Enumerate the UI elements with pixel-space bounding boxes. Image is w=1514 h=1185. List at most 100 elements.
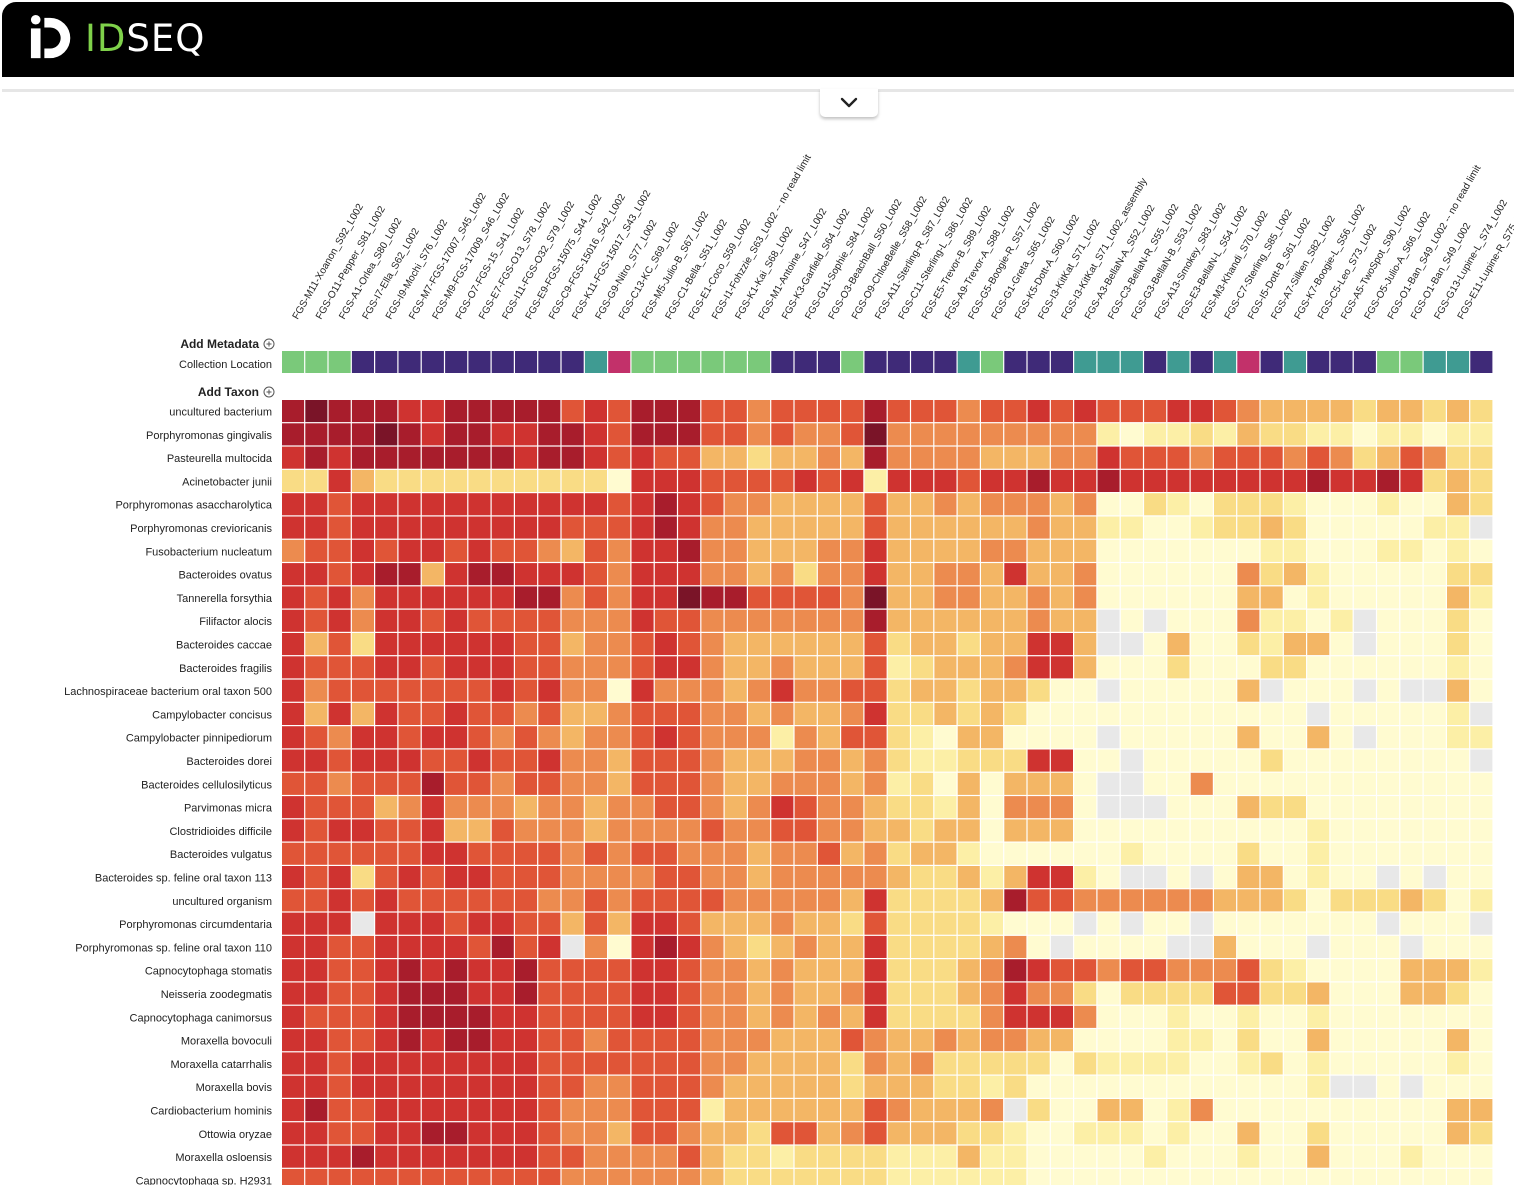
heatmap-cell[interactable]	[1167, 935, 1190, 958]
heatmap-cell[interactable]	[608, 586, 631, 609]
heatmap-cell[interactable]	[864, 982, 887, 1005]
heatmap-cell[interactable]	[841, 423, 864, 446]
heatmap-cell[interactable]	[864, 889, 887, 912]
heatmap-cell[interactable]	[538, 633, 561, 656]
heatmap-cell[interactable]	[1283, 959, 1306, 982]
heatmap-cell[interactable]	[1377, 609, 1400, 632]
heatmap-cell[interactable]	[561, 400, 584, 423]
heatmap-cell[interactable]	[398, 1005, 421, 1028]
heatmap-cell[interactable]	[887, 493, 910, 516]
heatmap-cell[interactable]	[1447, 959, 1470, 982]
metadata-cell[interactable]	[1167, 351, 1190, 373]
heatmap-cell[interactable]	[957, 563, 980, 586]
heatmap-cell[interactable]	[1400, 679, 1423, 702]
heatmap-cell[interactable]	[398, 493, 421, 516]
heatmap-cell[interactable]	[701, 609, 724, 632]
heatmap-cell[interactable]	[1097, 959, 1120, 982]
heatmap-cell[interactable]	[1470, 446, 1493, 469]
heatmap-cell[interactable]	[654, 493, 677, 516]
heatmap-cell[interactable]	[1004, 1145, 1027, 1168]
heatmap-cell[interactable]	[1214, 586, 1237, 609]
heatmap-cell[interactable]	[1214, 679, 1237, 702]
heatmap-cell[interactable]	[515, 679, 538, 702]
heatmap-cell[interactable]	[1027, 609, 1050, 632]
heatmap-cell[interactable]	[1004, 749, 1027, 772]
heatmap-cell[interactable]	[957, 889, 980, 912]
heatmap-cell[interactable]	[1330, 679, 1353, 702]
heatmap-cell[interactable]	[981, 982, 1004, 1005]
heatmap-cell[interactable]	[887, 702, 910, 725]
heatmap-cell[interactable]	[887, 516, 910, 539]
heatmap-cell[interactable]	[1260, 539, 1283, 562]
taxon-label[interactable]: Cardiobacterium hominis	[150, 1106, 272, 1118]
heatmap-cell[interactable]	[771, 1145, 794, 1168]
heatmap-cell[interactable]	[1353, 982, 1376, 1005]
heatmap-cell[interactable]	[1400, 539, 1423, 562]
heatmap-cell[interactable]	[1144, 1168, 1167, 1185]
heatmap-cell[interactable]	[864, 539, 887, 562]
heatmap-cell[interactable]	[1027, 1052, 1050, 1075]
heatmap-cell[interactable]	[1330, 772, 1353, 795]
heatmap-cell[interactable]	[515, 539, 538, 562]
heatmap-cell[interactable]	[351, 1075, 374, 1098]
heatmap-cell[interactable]	[1097, 726, 1120, 749]
heatmap-cell[interactable]	[491, 982, 514, 1005]
heatmap-cell[interactable]	[1027, 656, 1050, 679]
heatmap-cell[interactable]	[1004, 1005, 1027, 1028]
heatmap-cell[interactable]	[421, 912, 444, 935]
heatmap-cell[interactable]	[1447, 469, 1470, 492]
heatmap-cell[interactable]	[654, 866, 677, 889]
heatmap-cell[interactable]	[1050, 796, 1073, 819]
heatmap-cell[interactable]	[1050, 702, 1073, 725]
heatmap-cell[interactable]	[445, 423, 468, 446]
heatmap-cell[interactable]	[538, 772, 561, 795]
heatmap-cell[interactable]	[817, 609, 840, 632]
heatmap-cell[interactable]	[911, 423, 934, 446]
heatmap-cell[interactable]	[864, 935, 887, 958]
heatmap-cell[interactable]	[748, 1145, 771, 1168]
heatmap-cell[interactable]	[817, 423, 840, 446]
heatmap-cell[interactable]	[1307, 819, 1330, 842]
heatmap-cell[interactable]	[841, 446, 864, 469]
heatmap-cell[interactable]	[608, 563, 631, 586]
heatmap-cell[interactable]	[1167, 586, 1190, 609]
heatmap-cell[interactable]	[305, 423, 328, 446]
heatmap-cell[interactable]	[841, 469, 864, 492]
heatmap-cell[interactable]	[1004, 912, 1027, 935]
heatmap-cell[interactable]	[957, 749, 980, 772]
heatmap-cell[interactable]	[934, 609, 957, 632]
heatmap-cell[interactable]	[678, 935, 701, 958]
metadata-cell[interactable]	[1004, 351, 1027, 373]
heatmap-cell[interactable]	[608, 819, 631, 842]
heatmap-cell[interactable]	[1400, 469, 1423, 492]
heatmap-cell[interactable]	[351, 796, 374, 819]
heatmap-cell[interactable]	[748, 819, 771, 842]
heatmap-cell[interactable]	[305, 1168, 328, 1185]
heatmap-cell[interactable]	[1400, 400, 1423, 423]
heatmap-cell[interactable]	[841, 959, 864, 982]
heatmap-cell[interactable]	[561, 959, 584, 982]
heatmap-cell[interactable]	[1027, 1099, 1050, 1122]
heatmap-cell[interactable]	[1120, 702, 1143, 725]
heatmap-cell[interactable]	[724, 772, 747, 795]
heatmap-cell[interactable]	[1353, 749, 1376, 772]
heatmap-cell[interactable]	[654, 516, 677, 539]
heatmap-cell[interactable]	[911, 469, 934, 492]
heatmap-cell[interactable]	[887, 912, 910, 935]
heatmap-cell[interactable]	[282, 563, 305, 586]
heatmap-cell[interactable]	[1353, 702, 1376, 725]
heatmap-cell[interactable]	[351, 493, 374, 516]
heatmap-cell[interactable]	[1097, 842, 1120, 865]
heatmap-cell[interactable]	[1423, 1029, 1446, 1052]
heatmap-cell[interactable]	[1027, 400, 1050, 423]
heatmap-cell[interactable]	[1214, 493, 1237, 516]
heatmap-cell[interactable]	[748, 633, 771, 656]
heatmap-cell[interactable]	[957, 446, 980, 469]
heatmap-cell[interactable]	[1307, 1122, 1330, 1145]
heatmap-cell[interactable]	[841, 749, 864, 772]
heatmap-cell[interactable]	[1144, 1122, 1167, 1145]
heatmap-cell[interactable]	[1447, 796, 1470, 819]
heatmap-cell[interactable]	[934, 1145, 957, 1168]
heatmap-cell[interactable]	[841, 1075, 864, 1098]
heatmap-cell[interactable]	[538, 1099, 561, 1122]
